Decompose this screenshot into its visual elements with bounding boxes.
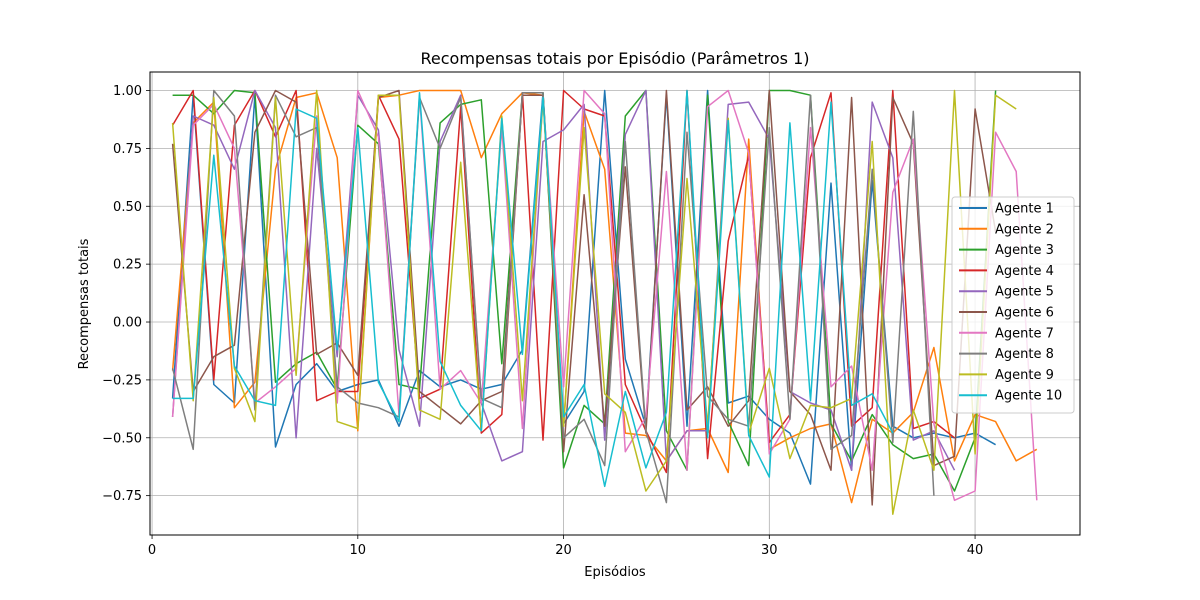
chart-title: Recompensas totais por Episódio (Parâmet… [421,49,810,68]
x-tick-label: 40 [967,543,984,558]
y-tick-label: 0.75 [113,142,142,157]
legend: Agente 1 Agente 2 Agente 3 Agente 4 Agente 5… [951,196,1075,414]
series-line-agente-9 [171,89,1017,515]
legend-box [951,196,1075,414]
legend-label: Agente 7 [995,326,1054,341]
plot-frame [149,71,1081,536]
x-tick-label: 20 [555,543,572,558]
y-axis-label: Recompensas totais [77,238,92,369]
y-tick-label: −0.25 [102,373,142,388]
y-tick-label: −0.50 [102,431,142,446]
series-line-agente-7 [171,89,1038,502]
y-tick-label: 0.00 [113,316,142,331]
x-tick-label: 30 [761,543,778,558]
legend-label: Agente 2 [995,222,1054,237]
x-tick-label: 10 [350,543,367,558]
y-tick-label: 0.50 [113,200,142,215]
legend-label: Agente 1 [995,202,1054,217]
axis-ticks: 0 10 20 30 40 −0.75 −0.50 −0.25 0.00 0.25 0.50 0.75… [102,84,983,558]
legend-label: Agente 4 [995,264,1054,279]
x-axis-label: Episódios [584,565,646,580]
series-lines [171,89,1038,515]
legend-label: Agente 3 [995,243,1054,258]
legend-label: Agente 6 [995,306,1054,321]
series-line-agente-6 [171,89,997,506]
y-tick-label: 1.00 [113,84,142,99]
x-tick-label: 0 [148,543,156,558]
y-tick-label: 0.25 [113,258,142,273]
legend-label: Agente 5 [995,285,1054,300]
y-tick-label: −0.75 [102,489,142,504]
legend-label: Agente 10 [995,389,1062,404]
series-line-agente-3 [172,89,997,492]
legend-label: Agente 8 [995,347,1054,362]
series-line-agente-10 [172,89,894,488]
series-line-agente-1 [171,89,996,485]
legend-label: Agente 9 [995,368,1054,383]
